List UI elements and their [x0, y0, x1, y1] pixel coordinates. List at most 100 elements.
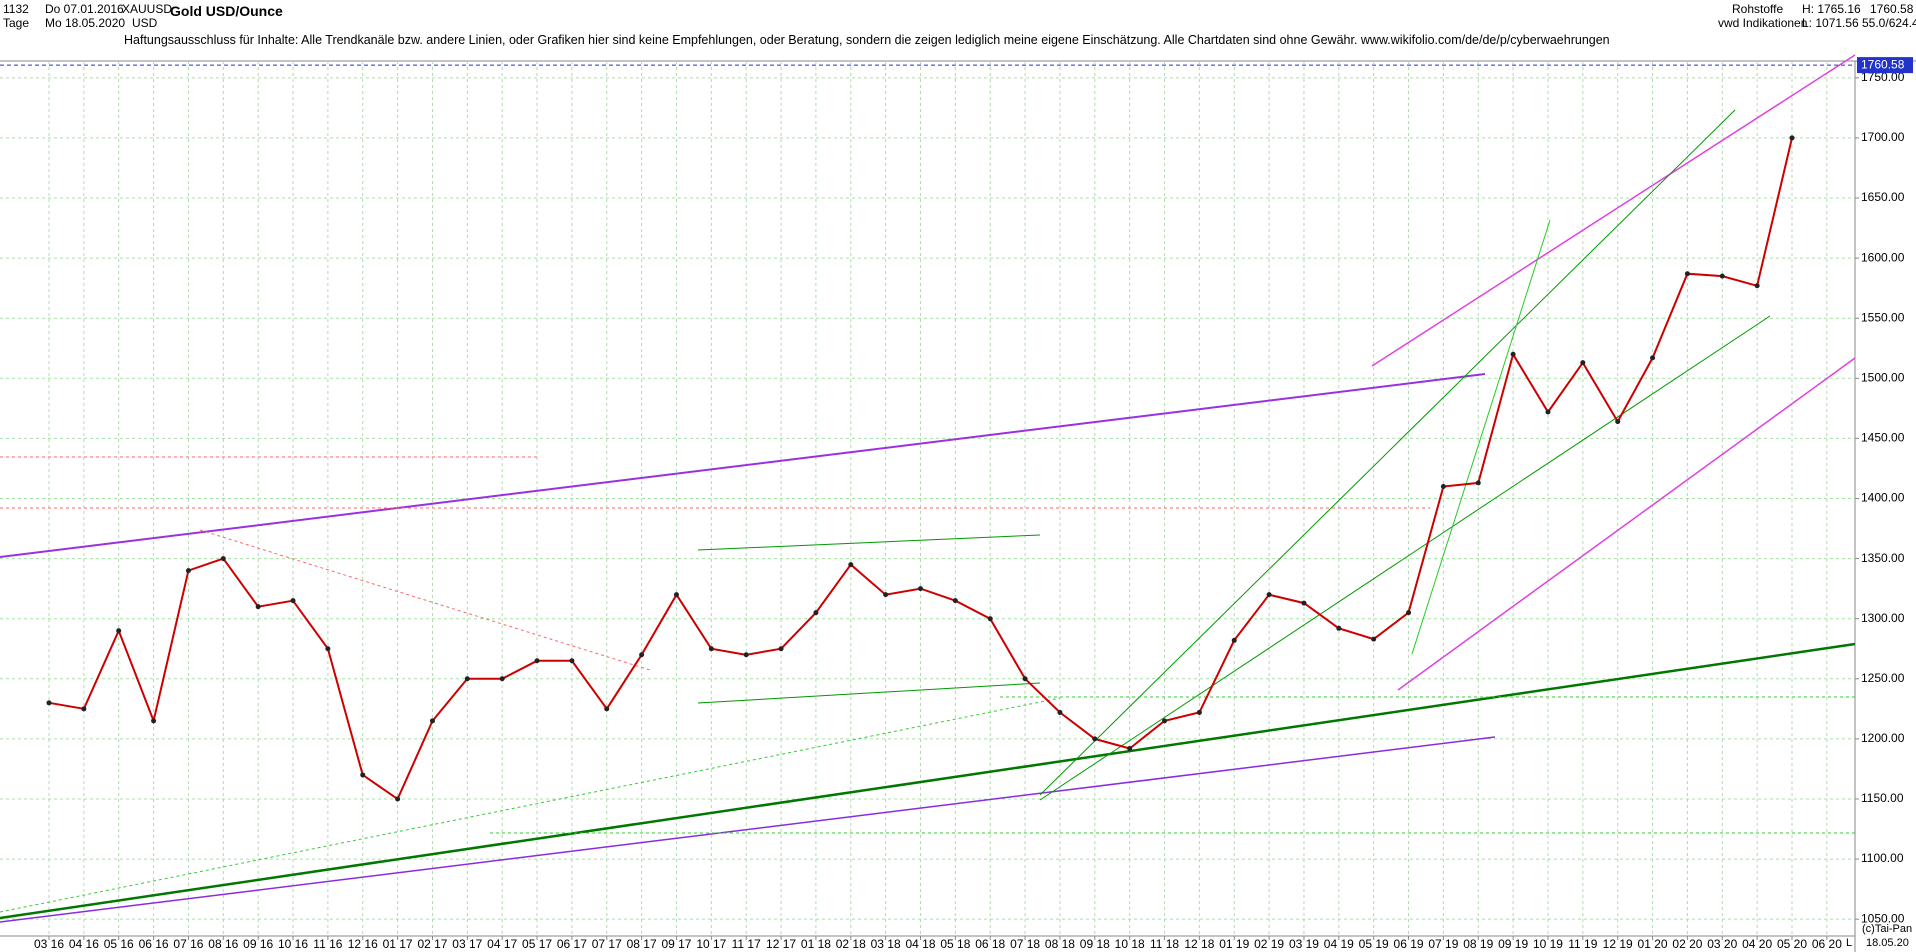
price-point	[360, 772, 366, 778]
x-tick-label: 05 17	[522, 937, 552, 951]
y-tick-label: 1150.00	[1861, 791, 1904, 805]
price-point	[708, 646, 714, 652]
price-point	[1789, 135, 1795, 141]
price-point	[1057, 709, 1063, 715]
footer-marker: L	[1846, 937, 1853, 949]
x-tick-label: 07 16	[173, 937, 203, 951]
trend-line	[1039, 109, 1736, 796]
x-tick-label: 04 16	[69, 937, 99, 951]
price-point	[604, 706, 610, 712]
price-point	[1301, 600, 1307, 606]
price-point	[1127, 746, 1133, 751]
x-tick-label: 02 19	[1254, 937, 1284, 951]
y-tick-label: 1100.00	[1861, 851, 1904, 865]
x-tick-label: 07 18	[1010, 937, 1040, 951]
price-point	[883, 592, 889, 598]
x-tick-label: 06 16	[139, 937, 169, 951]
price-point	[639, 652, 645, 658]
trend-line	[0, 736, 1496, 923]
price-point	[569, 658, 575, 664]
x-tick-label: 12 18	[1184, 937, 1214, 951]
x-tick-label: 07 19	[1428, 937, 1458, 951]
price-point	[1754, 283, 1760, 289]
price-point	[1162, 718, 1168, 724]
price-point	[1266, 592, 1272, 598]
x-tick-label: 08 16	[208, 937, 238, 951]
price-point	[255, 604, 261, 610]
x-tick-label: 09 16	[243, 937, 273, 951]
price-point	[1092, 736, 1098, 742]
x-tick-label: 01 19	[1219, 937, 1249, 951]
x-tick-label: 11 17	[732, 937, 761, 951]
x-tick-label: 01 18	[801, 937, 831, 951]
price-point	[325, 646, 331, 652]
start-date: Do 07.01.2016	[45, 2, 124, 16]
last-price-label: 1760.58	[1861, 57, 1905, 71]
price-point	[1196, 709, 1202, 715]
y-tick-label: 1450.00	[1861, 431, 1905, 445]
period: Tage	[3, 16, 30, 30]
y-tick-label: 1200.00	[1861, 731, 1905, 745]
trend-line	[1411, 219, 1551, 655]
x-tick-label: 06 17	[557, 937, 587, 951]
x-tick-label: 02 17	[417, 937, 447, 951]
trend-line	[199, 529, 651, 671]
end-date: Mo 18.05.2020	[45, 16, 126, 30]
x-tick-label: 03 17	[452, 937, 482, 951]
price-point	[778, 646, 784, 652]
x-tick-label: 03 20	[1707, 937, 1737, 951]
x-tick-label: 12 19	[1603, 937, 1633, 951]
price-point	[1231, 637, 1237, 643]
x-tick-label: 11 16	[313, 937, 342, 951]
x-tick-label: 01 20	[1638, 937, 1668, 951]
price-point	[1615, 419, 1621, 425]
x-tick-label: 06 19	[1394, 937, 1424, 951]
price-point	[673, 592, 679, 598]
price-point	[1440, 483, 1446, 489]
price-point	[534, 658, 540, 664]
x-tick-label: 06 20	[1812, 937, 1842, 951]
y-tick-label: 1550.00	[1861, 310, 1905, 324]
x-tick-label: 04 18	[905, 937, 935, 951]
y-tick-label: 1250.00	[1861, 671, 1905, 685]
price-point	[151, 718, 157, 724]
x-tick-label: 11 18	[1150, 937, 1179, 951]
x-tick-label: 02 20	[1672, 937, 1702, 951]
price-point	[1510, 351, 1516, 357]
price-point	[813, 610, 819, 616]
x-tick-label: 05 20	[1777, 937, 1807, 951]
last-price-box	[1857, 57, 1913, 74]
x-tick-label: 02 18	[836, 937, 866, 951]
y-tick-label: 1300.00	[1861, 611, 1905, 625]
x-tick-label: 03 18	[871, 937, 901, 951]
price-point	[987, 616, 993, 622]
low: L: 1071.56	[1802, 16, 1859, 30]
trend-lines	[0, 54, 1856, 923]
price-point	[185, 568, 191, 574]
x-tick-label: 12 17	[766, 937, 796, 951]
price-point	[220, 556, 226, 562]
x-tick-label: 07 17	[592, 937, 622, 951]
x-tick-label: 03 19	[1289, 937, 1319, 951]
x-tick-label: 09 17	[661, 937, 691, 951]
y-tick-label: 1350.00	[1861, 551, 1905, 565]
price-point	[848, 562, 854, 568]
y-tick-label: 1050.00	[1861, 911, 1905, 925]
chart-title: Gold USD/Ounce	[170, 3, 283, 19]
trend-line	[0, 373, 1486, 558]
x-tick-label: 10 17	[696, 937, 726, 951]
x-tick-label: 09 19	[1498, 937, 1528, 951]
x-tick-label: 11 19	[1568, 937, 1597, 951]
price-point	[81, 706, 87, 712]
trend-line	[0, 697, 1061, 913]
price-point	[1580, 360, 1586, 366]
x-tick-label: 08 17	[627, 937, 657, 951]
bar-count: 1132	[3, 2, 29, 16]
price-point	[1719, 273, 1725, 279]
x-tick-label: 10 16	[278, 937, 308, 951]
x-tick-label: 12 16	[348, 937, 378, 951]
currency: USD	[132, 16, 158, 30]
price-point	[290, 598, 296, 604]
x-tick-label: 03 16	[34, 937, 64, 951]
